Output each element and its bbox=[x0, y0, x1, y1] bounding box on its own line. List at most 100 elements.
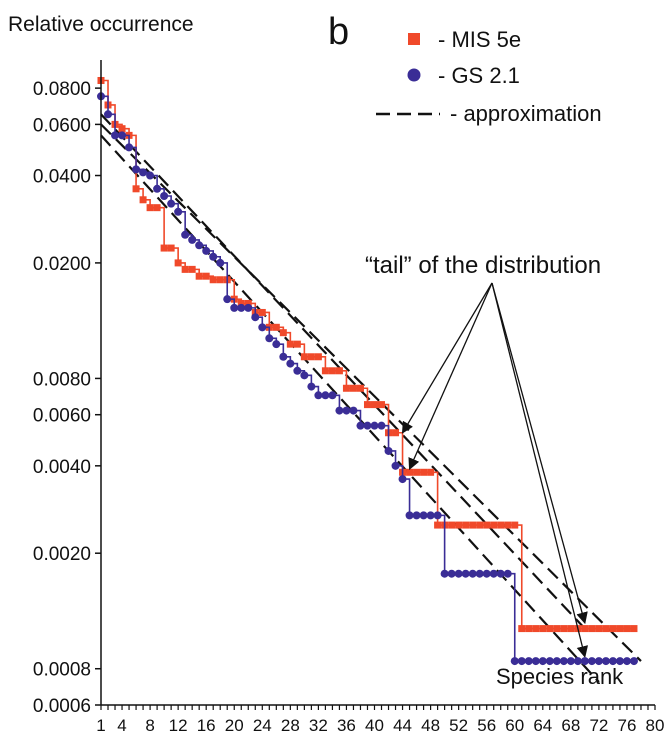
data-point-square bbox=[342, 384, 350, 392]
data-point-circle bbox=[622, 657, 631, 666]
data-point-circle bbox=[615, 657, 624, 666]
data-point-circle bbox=[356, 421, 365, 430]
data-point-square bbox=[469, 521, 477, 529]
approximation-lines bbox=[100, 113, 642, 683]
annotation-arrow bbox=[491, 282, 588, 625]
data-point-square bbox=[462, 521, 470, 529]
y-tick-label: 0.0060 bbox=[33, 406, 91, 427]
data-point-circle bbox=[104, 110, 113, 119]
data-point-square bbox=[188, 265, 196, 273]
data-point-circle bbox=[503, 569, 512, 578]
annotation-arrows bbox=[401, 282, 589, 658]
data-point-square bbox=[630, 625, 638, 633]
legend-square-marker bbox=[408, 33, 420, 45]
data-point-circle bbox=[538, 657, 547, 666]
data-point-square bbox=[392, 429, 400, 437]
data-point-circle bbox=[454, 569, 463, 578]
data-point-square bbox=[546, 625, 554, 633]
data-point-circle bbox=[475, 569, 484, 578]
x-tick-label: 12 bbox=[169, 716, 188, 735]
data-point-square bbox=[237, 299, 245, 307]
axes: 0.0800 0.0600 0.0400 0.0200 0.0080 0.0060 0.00… bbox=[33, 60, 664, 735]
data-point-circle bbox=[111, 131, 120, 140]
data-point-circle bbox=[265, 334, 274, 343]
data-series bbox=[97, 76, 638, 666]
data-point-circle bbox=[174, 207, 183, 216]
y-tick-label: 0.0040 bbox=[33, 457, 91, 478]
data-point-square bbox=[490, 521, 498, 529]
data-point-circle bbox=[496, 569, 505, 578]
series-line bbox=[101, 95, 634, 662]
data-point-square bbox=[518, 625, 526, 633]
data-point-square bbox=[167, 244, 175, 252]
data-point-circle bbox=[335, 406, 344, 415]
x-tick-label: 24 bbox=[253, 716, 272, 735]
data-point-circle bbox=[559, 657, 568, 666]
data-point-circle bbox=[580, 657, 589, 666]
y-tick-label: 0.0006 bbox=[33, 696, 91, 717]
data-point-circle bbox=[286, 359, 295, 368]
y-tick-label: 0.0400 bbox=[33, 167, 91, 188]
data-point-circle bbox=[314, 391, 323, 400]
data-point-circle bbox=[181, 230, 190, 239]
data-point-circle bbox=[461, 569, 470, 578]
data-point-circle bbox=[377, 421, 386, 430]
x-tick-label: 16 bbox=[197, 716, 216, 735]
data-point-square bbox=[286, 340, 294, 348]
data-point-square bbox=[363, 401, 371, 409]
data-point-square bbox=[356, 384, 364, 392]
x-tick-label: 76 bbox=[617, 716, 636, 735]
data-point-circle bbox=[517, 657, 526, 666]
y-tick-label: 0.0020 bbox=[33, 544, 91, 565]
x-tick-label: 52 bbox=[449, 716, 468, 735]
data-point-square bbox=[553, 625, 561, 633]
data-point-circle bbox=[510, 657, 519, 666]
annotation-arrow bbox=[491, 282, 589, 658]
data-point-circle bbox=[349, 406, 358, 415]
data-point-circle bbox=[447, 569, 456, 578]
data-point-square bbox=[539, 625, 547, 633]
data-point-square bbox=[525, 625, 533, 633]
x-tick-label: 44 bbox=[393, 716, 412, 735]
data-point-square bbox=[202, 272, 210, 280]
data-point-square bbox=[560, 625, 568, 633]
data-point-circle bbox=[279, 352, 288, 361]
data-point-circle bbox=[601, 657, 610, 666]
data-point-square bbox=[532, 625, 540, 633]
data-point-square bbox=[209, 276, 217, 284]
annotation-arrow bbox=[401, 282, 493, 434]
data-point-circle bbox=[160, 192, 169, 201]
data-point-square bbox=[420, 468, 428, 476]
y-tick-label: 0.0800 bbox=[33, 79, 91, 100]
data-point-square bbox=[195, 272, 203, 280]
y-tick-label: 0.0200 bbox=[33, 254, 91, 275]
data-point-circle bbox=[307, 382, 316, 391]
data-point-square bbox=[174, 259, 182, 267]
data-point-square bbox=[307, 353, 315, 361]
data-point-square bbox=[293, 340, 301, 348]
data-point-circle bbox=[321, 391, 330, 400]
legend-item-gs21: - GS 2.1 bbox=[407, 63, 520, 88]
x-tick-label: 36 bbox=[337, 716, 356, 735]
data-point-square bbox=[153, 204, 161, 212]
data-point-circle bbox=[132, 165, 141, 174]
data-point-circle bbox=[223, 295, 232, 304]
data-point-square bbox=[378, 401, 386, 409]
data-point-circle bbox=[209, 252, 218, 261]
data-point-square bbox=[511, 521, 519, 529]
data-point-square bbox=[595, 625, 603, 633]
data-point-circle bbox=[139, 168, 148, 177]
data-point-circle bbox=[125, 143, 134, 152]
y-tick-label: 0.0080 bbox=[33, 369, 91, 390]
approximation-line bbox=[100, 123, 642, 662]
data-point-circle bbox=[370, 421, 379, 430]
x-tick-label: 8 bbox=[145, 716, 154, 735]
legend-label-mis5e: - MIS 5e bbox=[438, 27, 521, 52]
data-point-circle bbox=[188, 235, 197, 244]
x-tick-label: 64 bbox=[533, 716, 552, 735]
data-point-circle bbox=[244, 303, 253, 312]
data-point-circle bbox=[426, 511, 435, 520]
data-point-square bbox=[602, 625, 610, 633]
data-point-circle bbox=[468, 569, 477, 578]
legend-label-approximation: - approximation bbox=[450, 101, 602, 126]
